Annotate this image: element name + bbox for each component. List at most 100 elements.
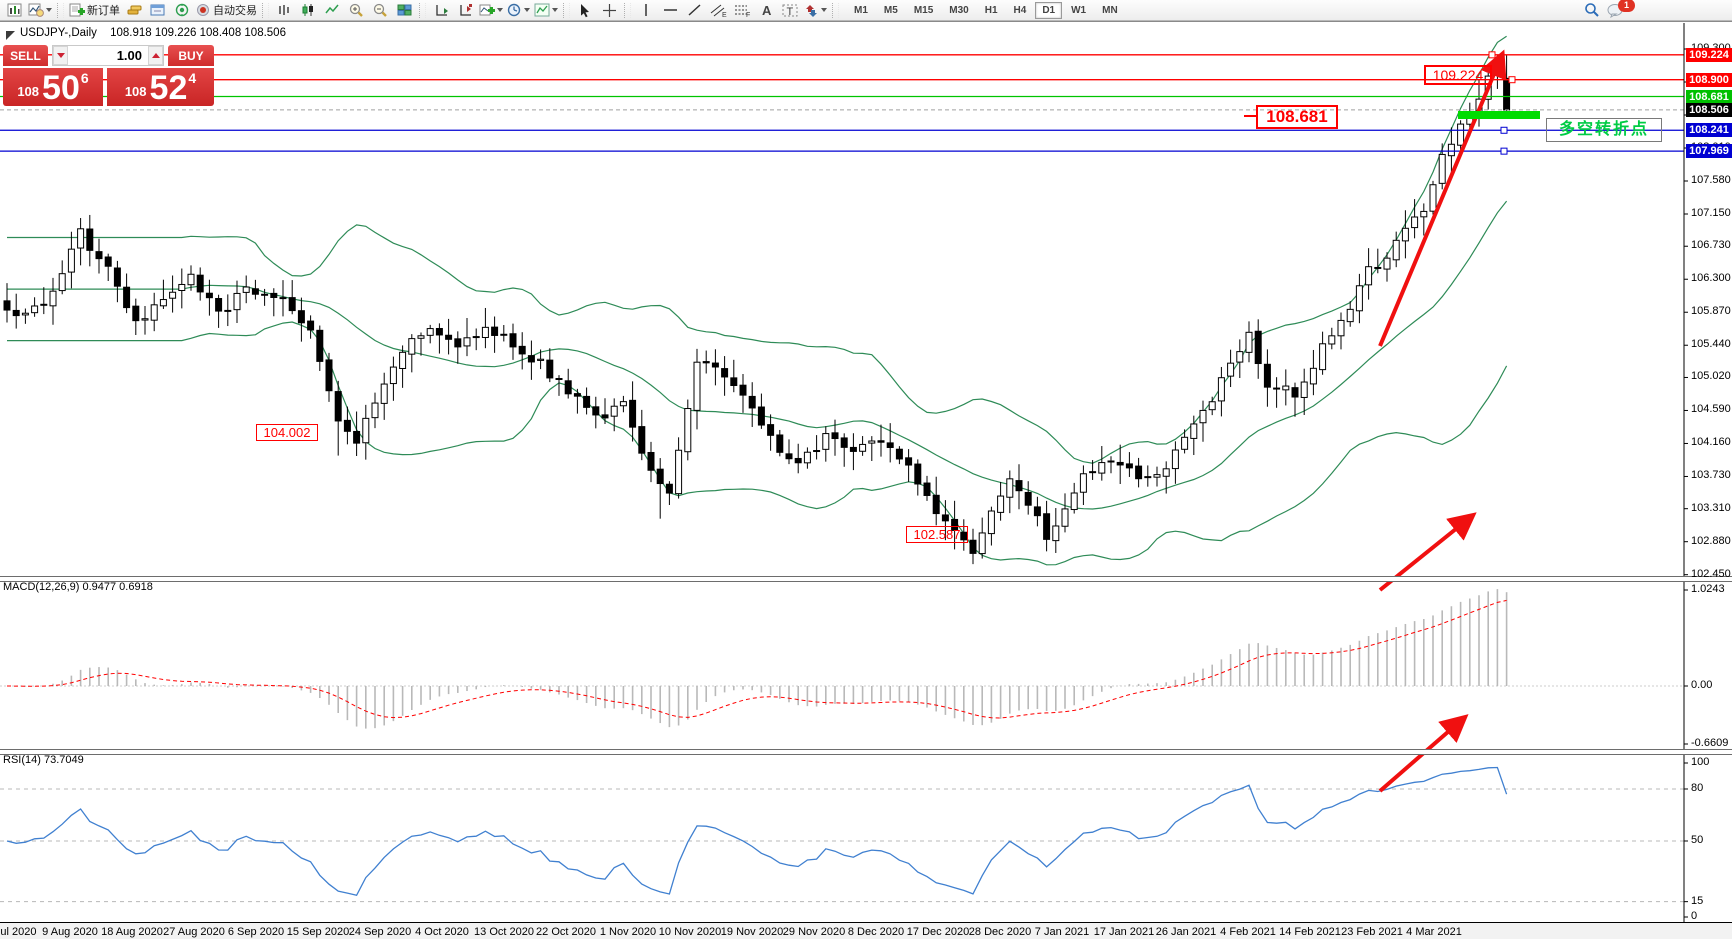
date-axis-strip[interactable]: [0, 923, 1732, 939]
bull-candle-body: [978, 532, 986, 555]
volume-decrease-button[interactable]: [53, 46, 68, 65]
bear-candle-body: [1503, 77, 1511, 111]
bear-candle-body: [1024, 491, 1032, 506]
toolbar-grip: [563, 2, 570, 18]
bar-chart-mode-button[interactable]: [272, 1, 296, 19]
zoom-in-button[interactable]: [344, 1, 368, 19]
sell-button[interactable]: SELL: [3, 45, 48, 66]
period-clock-button[interactable]: [505, 1, 532, 19]
arrange-windows-button[interactable]: [429, 1, 453, 19]
templates-button[interactable]: [532, 1, 560, 19]
timeframe-m30-button[interactable]: M30: [949, 4, 969, 16]
bear-candle-body: [1125, 463, 1133, 469]
panel-splitter-macd[interactable]: [0, 576, 1732, 582]
price-tag-108.241[interactable]: 108.241: [1686, 123, 1732, 138]
bull-candle-body: [1227, 362, 1235, 377]
panel-splitter-rsi[interactable]: [0, 749, 1732, 755]
candle: [500, 325, 508, 342]
timeframe-h4-button[interactable]: H4: [1013, 4, 1027, 16]
candle: [472, 328, 480, 351]
text-label-tool-button[interactable]: T: [778, 1, 802, 19]
candle: [1171, 441, 1179, 484]
rsi-tick-label: 15: [1691, 894, 1704, 907]
gold-ingots-icon[interactable]: [122, 1, 146, 19]
january-low-annotation[interactable]: 102.587: [906, 526, 968, 543]
text-tool-button[interactable]: A: [754, 1, 778, 19]
new-chart-button[interactable]: [2, 1, 26, 19]
fibonacci-tool-button[interactable]: F: [730, 1, 754, 19]
candle: [435, 323, 443, 354]
data-window-button[interactable]: [146, 1, 170, 19]
pivot-highlight-bar[interactable]: [1458, 111, 1540, 119]
bull-candle-body: [1181, 436, 1189, 450]
trendline-tool-button[interactable]: [682, 1, 706, 19]
bear-candle-body: [1291, 387, 1299, 398]
bear-candle-body: [592, 406, 600, 416]
line-chart-mode-button[interactable]: [320, 1, 344, 19]
timeframe-m5-button[interactable]: M5: [883, 4, 898, 16]
timeframe-mn-button[interactable]: MN: [1102, 4, 1118, 16]
timeframe-h1-button[interactable]: H1: [984, 4, 998, 16]
candle: [196, 267, 204, 301]
price-tag-108.681[interactable]: 108.681: [1686, 89, 1732, 104]
candle: [1208, 396, 1216, 416]
price-tick-label: 103.310: [1691, 501, 1731, 514]
swing-high-annotation[interactable]: 109.224: [1424, 65, 1492, 85]
chart-canvas[interactable]: [0, 22, 1732, 939]
buy-price-display[interactable]: 108 52 4: [107, 68, 214, 106]
arrows-tool-button[interactable]: [802, 1, 829, 19]
bull-candle-body: [169, 291, 177, 299]
bear-candle-body: [270, 292, 278, 298]
candle: [86, 214, 94, 267]
bollinger-middle-band: [7, 200, 1508, 510]
pivot-text-annotation[interactable]: 多空转折点: [1546, 118, 1662, 142]
price-tag-108.506[interactable]: 108.506: [1686, 102, 1732, 117]
timeframe-m15-button[interactable]: M15: [913, 4, 934, 16]
bear-candle-body: [794, 457, 802, 464]
arrange-windows-alt-button[interactable]: [453, 1, 477, 19]
new-order-button[interactable]: 新订单: [67, 1, 122, 19]
sell-price-display[interactable]: 108 50 6: [3, 68, 103, 106]
macd-tick-label: 0.00: [1691, 679, 1713, 691]
bear-candle-body: [877, 440, 885, 443]
candle: [711, 349, 719, 386]
channel-tool-button[interactable]: E: [706, 1, 730, 19]
candle: [1125, 452, 1133, 477]
line-selection-handle: [1488, 51, 1496, 59]
price-tag-109.224[interactable]: 109.224: [1686, 47, 1732, 62]
price-tick-label: 102.450: [1691, 567, 1731, 580]
bull-candle-body: [1079, 473, 1087, 493]
volume-increase-button[interactable]: [148, 46, 163, 65]
price-tag-108.900[interactable]: 108.900: [1686, 72, 1732, 87]
candlestick-mode-button[interactable]: [296, 1, 320, 19]
notifications-chat-icon[interactable]: 1: [1604, 0, 1635, 19]
timeframe-d1-button[interactable]: D1: [1035, 1, 1063, 19]
candle: [1374, 248, 1382, 274]
timeframe-m1-button[interactable]: M1: [854, 4, 868, 16]
bull-candle-body: [1217, 377, 1225, 402]
candle: [610, 398, 618, 432]
price-tag-107.969[interactable]: 107.969: [1686, 144, 1732, 159]
volume-input[interactable]: 1.00: [116, 48, 142, 63]
navigator-radar-icon[interactable]: [170, 1, 194, 19]
sell-price-big: 50: [42, 69, 80, 107]
tile-windows-button[interactable]: [392, 1, 416, 19]
bull-candle-body: [868, 440, 876, 444]
buy-button[interactable]: BUY: [168, 45, 214, 66]
timeframe-w1-button[interactable]: W1: [1071, 4, 1087, 16]
add-indicator-button[interactable]: [477, 1, 505, 19]
september-low-annotation[interactable]: 104.002: [256, 424, 318, 441]
pivot-price-annotation[interactable]: 108.681: [1256, 105, 1338, 129]
date-label: 30 Jul 2020: [0, 926, 37, 938]
vertical-line-tool-button[interactable]: [634, 1, 658, 19]
horizontal-line-tool-button[interactable]: [658, 1, 682, 19]
bear-candle-body: [941, 514, 949, 522]
crosshair-tool-button[interactable]: [597, 1, 621, 19]
search-icon[interactable]: [1580, 1, 1604, 19]
cursor-tool-button[interactable]: [573, 1, 597, 19]
chart-profiles-button[interactable]: [26, 1, 54, 19]
candle: [905, 449, 913, 482]
price-tick-label: 107.580: [1691, 174, 1731, 186]
autotrading-button[interactable]: 自动交易: [194, 1, 259, 19]
zoom-out-button[interactable]: [368, 1, 392, 19]
